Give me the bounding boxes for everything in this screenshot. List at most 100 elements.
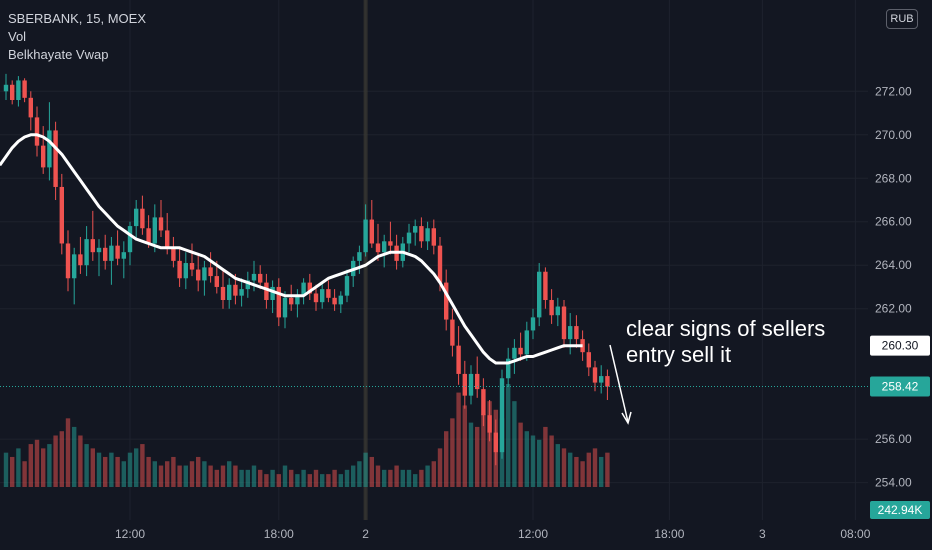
candle — [351, 256, 356, 287]
candle — [41, 126, 46, 174]
symbol-title[interactable]: SBERBANK, 15, MOEX — [8, 11, 146, 26]
volume-bar — [127, 452, 133, 487]
volume-bar — [481, 414, 486, 487]
candle — [561, 300, 567, 348]
candle-body — [561, 306, 567, 340]
candle — [363, 204, 368, 257]
candle — [568, 313, 573, 355]
vwap-line — [0, 133, 583, 365]
candle — [524, 321, 529, 361]
volume-bar — [518, 422, 523, 487]
candle-body — [72, 254, 77, 279]
candle-body — [10, 84, 15, 100]
candle-body — [382, 241, 387, 253]
candle — [220, 269, 226, 309]
volume-badge: 242.94K — [870, 501, 930, 519]
volume-bar — [158, 465, 164, 487]
candle — [431, 219, 436, 255]
candle — [158, 200, 164, 237]
volume-bar — [599, 456, 604, 487]
candle-body — [537, 271, 542, 318]
candle — [10, 80, 15, 105]
price-badges: 260.30 258.42 242.94K — [870, 335, 930, 519]
volume-bar — [419, 469, 424, 487]
volume-bar — [276, 474, 281, 487]
x-tick-label: 08:00 — [840, 527, 870, 541]
volume-bar — [357, 461, 362, 487]
volume-bar — [214, 469, 219, 487]
volume-bar — [326, 474, 331, 487]
candle-body — [326, 289, 331, 298]
badge-label: 258.42 — [882, 380, 919, 394]
volume-bar — [555, 444, 560, 487]
candle — [530, 308, 536, 340]
price-axis[interactable]: 272.00 270.00 268.00 266.00 264.00 262.00 256.… — [868, 0, 932, 550]
candle-body — [605, 376, 610, 387]
candle-body — [140, 208, 145, 229]
candle — [276, 278, 281, 327]
candle-body — [419, 226, 424, 242]
candle — [444, 269, 449, 331]
volume-bar — [16, 448, 21, 487]
candle — [326, 280, 331, 303]
volume-bar — [208, 465, 213, 487]
candle-body — [189, 263, 195, 270]
candle — [605, 369, 610, 400]
candle — [456, 326, 461, 385]
x-tick-label: 12:00 — [518, 527, 548, 541]
volume-bar — [580, 461, 585, 487]
candle-body — [357, 252, 362, 261]
candle — [84, 226, 89, 277]
candle-body — [437, 245, 443, 283]
candle — [549, 289, 554, 324]
volume-bar — [47, 444, 52, 487]
candle — [127, 221, 133, 266]
time-axis[interactable]: 12:00 18:00 2 12:00 18:00 3 08:00 — [0, 520, 932, 550]
volume-bar — [320, 474, 325, 487]
candle-body — [307, 282, 312, 294]
volume-bar — [233, 465, 238, 487]
candle-body — [289, 297, 294, 305]
candle-body — [146, 228, 151, 244]
currency-button[interactable]: RUB — [886, 9, 918, 29]
candle-body — [487, 415, 492, 433]
y-tick-label: 254.00 — [875, 476, 912, 490]
chart-annotation[interactable]: clear signs of sellers entry sell it — [626, 316, 825, 368]
candle — [103, 234, 108, 270]
candle-body — [202, 267, 207, 281]
candle-body — [295, 295, 300, 305]
candle-body — [344, 276, 350, 296]
vwap-indicator-label[interactable]: Belkhayate Vwap — [8, 47, 109, 62]
candle-body — [245, 280, 250, 290]
volume-bar — [121, 461, 126, 487]
candle-body — [34, 117, 40, 146]
candle — [264, 273, 269, 309]
candle-body — [103, 247, 108, 261]
candle-body — [468, 373, 474, 396]
candle-body — [580, 339, 585, 353]
candle — [506, 347, 511, 387]
candle-body — [196, 269, 201, 281]
candle-body — [499, 378, 505, 453]
candle-body — [16, 80, 21, 100]
volume-bar — [3, 452, 9, 487]
candle-body — [568, 326, 573, 340]
candle-body — [301, 282, 306, 296]
volume-bar — [375, 465, 381, 487]
volume-bars — [3, 384, 610, 487]
vol-indicator-label[interactable]: Vol — [8, 29, 27, 44]
candle-body — [431, 228, 436, 246]
volume-bar — [524, 431, 529, 487]
y-tick-label: 266.00 — [875, 215, 912, 229]
candle — [599, 365, 604, 394]
candle-body — [313, 293, 319, 303]
candle-body — [375, 243, 381, 253]
volume-bar — [506, 384, 511, 487]
volume-bar — [251, 465, 257, 487]
candle — [357, 245, 362, 274]
candle-body — [456, 345, 461, 374]
volume-bar — [406, 469, 412, 487]
volume-bar — [382, 469, 387, 487]
candle — [475, 356, 480, 398]
